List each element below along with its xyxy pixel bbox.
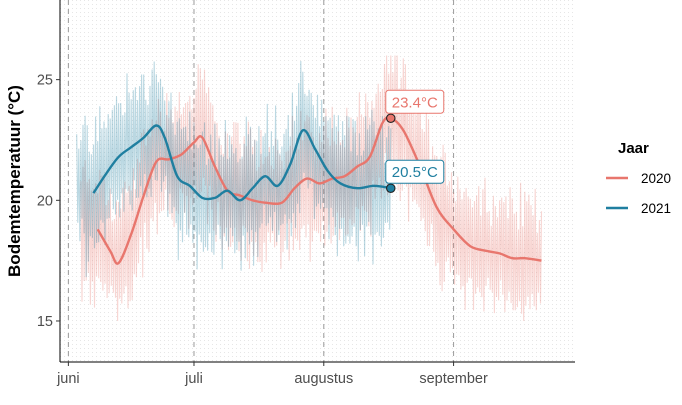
series-line-2020 [96, 116, 542, 265]
x-tick-label-3: september [419, 371, 488, 387]
smoothed-lines [92, 116, 542, 265]
axes: 15 20 25 juni juli augustus september [37, 0, 575, 387]
legend: Jaar 2020 2021 [606, 140, 671, 216]
y-tick-label-1: 20 [37, 193, 53, 209]
x-tick-label-1: juli [184, 371, 203, 387]
y-tick-label-2: 25 [37, 73, 53, 89]
x-tick-label-0: juni [56, 371, 80, 387]
value-label-box-2020 [385, 89, 445, 114]
legend-label-2020: 2020 [641, 171, 671, 186]
value-label-2020: 23.4°C [392, 94, 438, 111]
y-axis-title: Bodemtemperatuur (°C) [5, 85, 24, 277]
last-point-2021 [386, 183, 396, 193]
x-tick-label-2: augustus [294, 371, 353, 387]
panel-texture [60, 0, 575, 362]
legend-title: Jaar [618, 140, 649, 157]
raw-data-layer [76, 55, 543, 322]
value-label-box-2021 [385, 159, 445, 184]
series-line-2021 [92, 124, 391, 202]
raw-series-2021 [76, 60, 392, 278]
annotations: 23.4°C 20.5°C [385, 89, 445, 193]
y-tick-label-0: 15 [37, 314, 53, 330]
legend-label-2021: 2021 [641, 201, 671, 216]
last-point-2020 [386, 113, 396, 124]
value-label-2021: 20.5°C [392, 164, 438, 181]
gridlines [60, 0, 575, 362]
raw-series-2020 [80, 55, 543, 322]
